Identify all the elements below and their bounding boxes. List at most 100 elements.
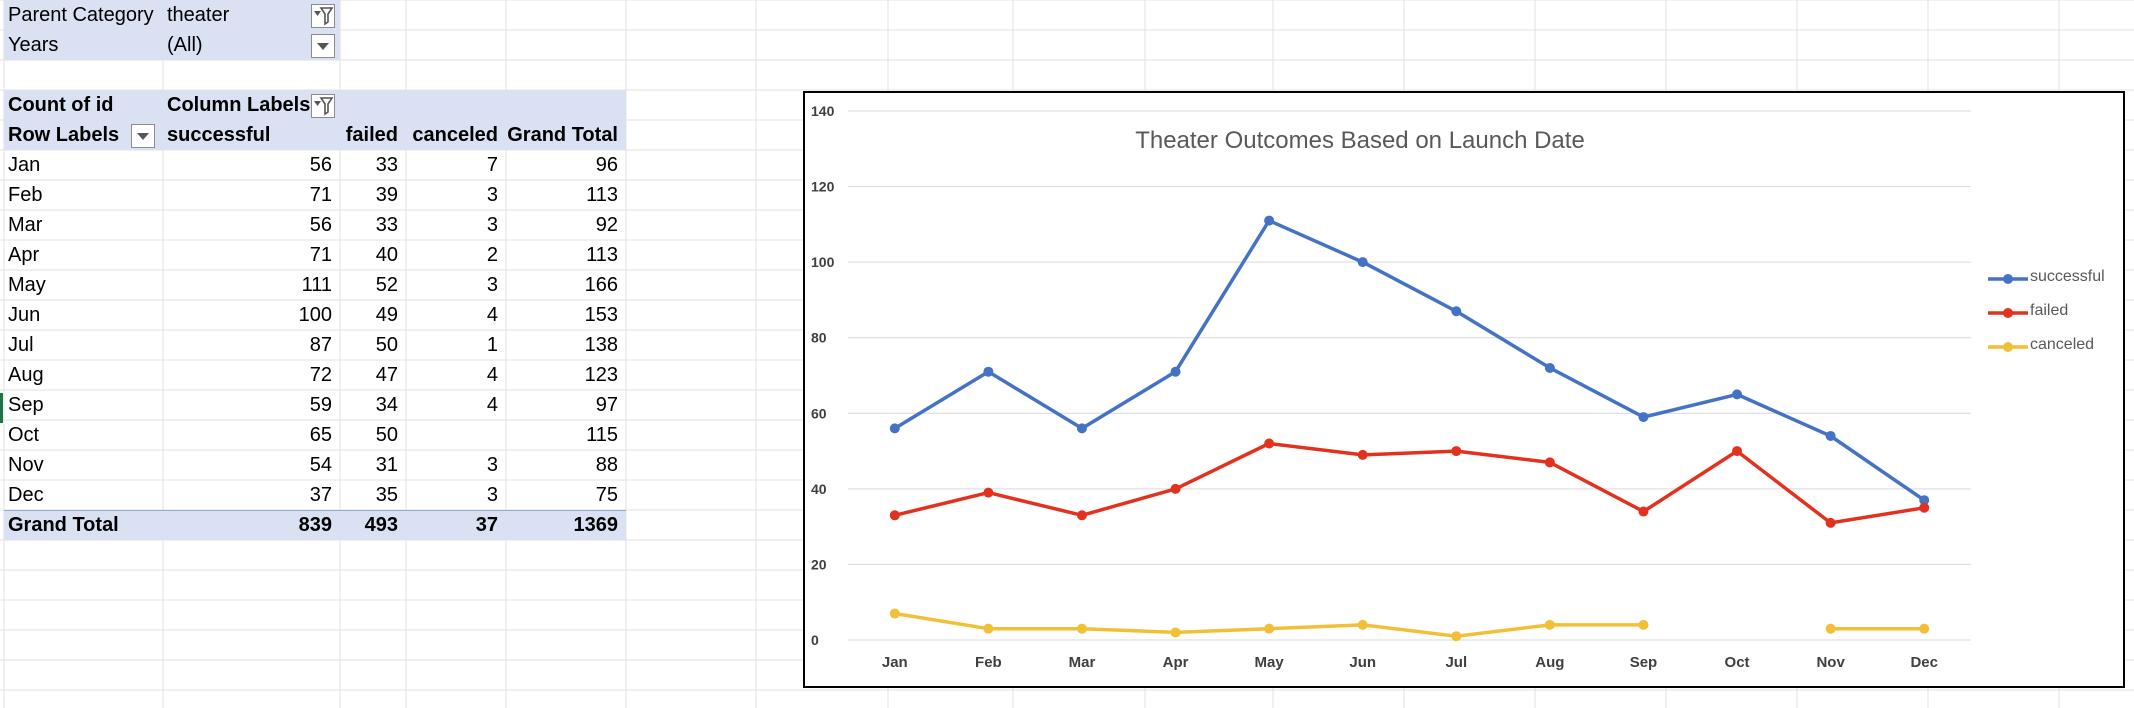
- y-tick-label: 0: [811, 632, 819, 648]
- table-cell: 50: [375, 424, 398, 446]
- data-point-canceled: [889, 608, 900, 619]
- table-cell: 4: [486, 304, 498, 326]
- table-row-label: Jul: [8, 334, 34, 356]
- table-cell: 166: [584, 274, 618, 296]
- dropdown-arrow-icon[interactable]: [131, 124, 155, 148]
- legend-label: canceled: [2030, 336, 2095, 353]
- dropdown-arrow-icon[interactable]: [311, 34, 335, 58]
- data-point-successful: [1732, 389, 1743, 400]
- table-row-label: Mar: [8, 214, 43, 236]
- series-line-successful: [893, 218, 1926, 502]
- table-cell: 37: [309, 484, 332, 506]
- data-point-canceled: [1825, 623, 1836, 634]
- filter-dropdown-icon[interactable]: [311, 4, 335, 28]
- table-row-label: Sep: [8, 394, 44, 416]
- filter-label: Parent Category: [8, 4, 154, 26]
- x-tick-label: Oct: [1725, 654, 1750, 671]
- grand-total-label: Grand Total: [8, 514, 119, 536]
- table-row-label: Apr: [8, 244, 40, 266]
- table-cell: 96: [595, 154, 618, 176]
- data-point-failed: [1451, 446, 1462, 457]
- data-point-successful: [1919, 495, 1930, 506]
- series-line-canceled: [893, 611, 1926, 638]
- table-cell: 71: [309, 244, 332, 266]
- data-point-successful: [1357, 257, 1368, 268]
- table-cell: 56: [309, 154, 332, 176]
- table-cell: 47: [375, 364, 398, 386]
- filter-value[interactable]: (All): [167, 34, 203, 56]
- data-point-failed: [1732, 446, 1743, 457]
- filter-label: Years: [8, 34, 59, 56]
- filter-value[interactable]: theater: [167, 4, 230, 26]
- grand-total-cell: 493: [364, 514, 398, 536]
- data-point-failed: [983, 487, 994, 498]
- table-row-label: Dec: [8, 484, 44, 506]
- table-cell: 75: [595, 484, 618, 506]
- data-point-canceled: [1357, 619, 1368, 630]
- x-tick-label: Feb: [975, 654, 1002, 671]
- grand-total-divider: [4, 510, 626, 511]
- table-cell: 138: [584, 334, 618, 356]
- x-tick-label: Jan: [882, 654, 908, 671]
- table-row-label: Aug: [8, 364, 44, 386]
- table-cell: 7: [486, 154, 498, 176]
- y-tick-label: 100: [811, 254, 835, 270]
- table-cell: 4: [486, 394, 498, 416]
- y-tick-label: 140: [811, 103, 835, 119]
- table-row-label: Jan: [8, 154, 41, 176]
- table-cell: 1: [486, 334, 498, 356]
- chart-plot-area: 0 20 40 60 80 100 120 140 Jan Feb Mar Apr May Jun Jul A…: [811, 103, 1971, 671]
- grand-total-cell: 1369: [573, 514, 619, 536]
- legend-label: successful: [2030, 268, 2105, 285]
- legend-line-icon: [1988, 342, 2028, 352]
- data-point-failed: [1919, 502, 1930, 513]
- pivot-column-header: Grand Total: [507, 124, 618, 146]
- data-point-canceled: [1544, 619, 1555, 630]
- filter-dropdown-icon[interactable]: [311, 94, 335, 118]
- data-point-failed: [1544, 457, 1555, 468]
- table-cell: 40: [375, 244, 398, 266]
- data-point-canceled: [1170, 627, 1181, 638]
- table-cell: 52: [375, 274, 398, 296]
- data-point-failed: [1170, 483, 1181, 494]
- grand-total-cell: 37: [475, 514, 498, 536]
- table-cell: 97: [595, 394, 618, 416]
- data-point-failed: [1638, 506, 1649, 517]
- x-tick-label: Aug: [1535, 654, 1564, 671]
- table-cell: 113: [586, 244, 618, 266]
- data-point-failed: [1825, 517, 1836, 528]
- data-point-successful: [1825, 430, 1836, 441]
- table-cell: 153: [584, 304, 618, 326]
- legend-line-icon: [1988, 308, 2028, 318]
- data-point-successful: [1544, 362, 1555, 373]
- table-row-label: Nov: [8, 454, 44, 476]
- table-cell: 100: [298, 304, 332, 326]
- table-cell: 72: [309, 364, 332, 386]
- table-cell: 3: [486, 274, 498, 296]
- legend-label: failed: [2030, 302, 2069, 319]
- table-cell: 113: [586, 184, 618, 206]
- data-point-canceled: [1638, 619, 1649, 630]
- data-point-canceled: [1919, 623, 1930, 634]
- pivot-column-header: failed: [345, 124, 398, 146]
- table-cell: 34: [375, 394, 398, 416]
- table-cell: 111: [301, 274, 332, 296]
- data-point-canceled: [1264, 623, 1275, 634]
- x-tick-label: Jun: [1349, 654, 1376, 671]
- table-cell: 71: [309, 184, 332, 206]
- line-chart[interactable]: 0 20 40 60 80 100 120 140 Jan Feb Mar Apr May Jun Jul A…: [803, 91, 2125, 688]
- table-row-label: May: [8, 274, 46, 296]
- table-cell: 2: [486, 244, 498, 266]
- table-cell: 54: [309, 454, 332, 476]
- data-point-failed: [889, 510, 900, 521]
- data-point-failed: [1357, 449, 1368, 460]
- data-point-successful: [1451, 306, 1462, 317]
- x-tick-label: Mar: [1069, 654, 1096, 671]
- table-cell: 3: [486, 454, 498, 476]
- table-cell: 87: [309, 334, 332, 356]
- data-point-successful: [1264, 215, 1275, 226]
- pivot-value-field-label: Count of id: [8, 94, 114, 116]
- table-row-label: Jun: [8, 304, 41, 326]
- table-cell: 59: [309, 394, 332, 416]
- x-tick-label: Apr: [1163, 654, 1189, 671]
